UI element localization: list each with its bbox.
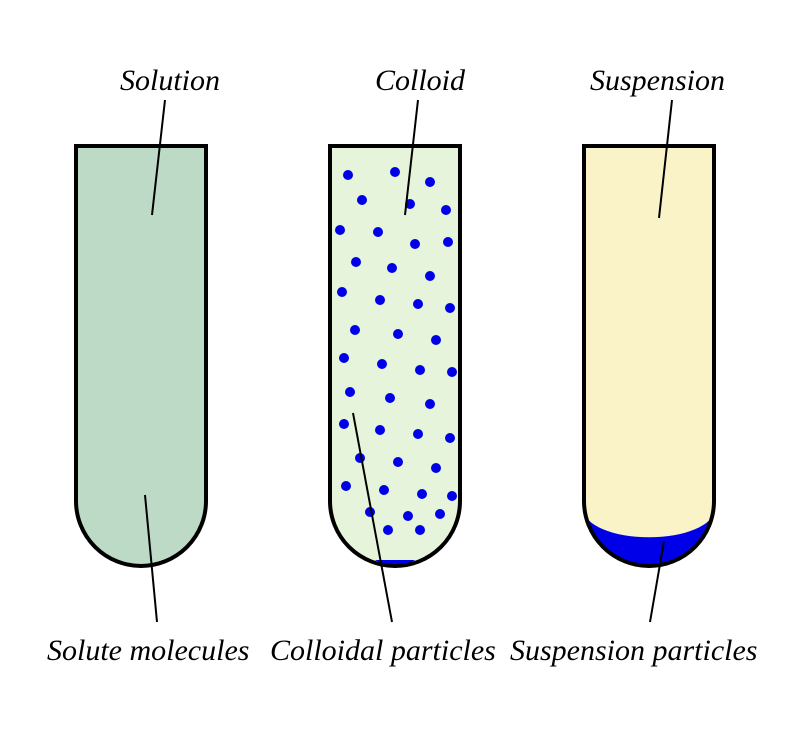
particle [443, 237, 453, 247]
particle [377, 359, 387, 369]
particle [435, 509, 445, 519]
particle [431, 335, 441, 345]
tube-colloid [330, 100, 460, 622]
particle [345, 387, 355, 397]
particle [351, 257, 361, 267]
particle [341, 481, 351, 491]
particle [445, 303, 455, 313]
particle [441, 205, 451, 215]
particle [413, 299, 423, 309]
particle [393, 457, 403, 467]
particle [337, 287, 347, 297]
label-top-colloid: Colloid [375, 64, 465, 98]
particle [410, 239, 420, 249]
particle [350, 325, 360, 335]
particle [417, 489, 427, 499]
label-component-colloid: Colloidal particles [270, 634, 496, 668]
particle [375, 425, 385, 435]
particle [339, 353, 349, 363]
particle [390, 167, 400, 177]
particle [383, 525, 393, 535]
particle [431, 463, 441, 473]
particle [343, 170, 353, 180]
particle [425, 271, 435, 281]
particle [339, 419, 349, 429]
particle [373, 227, 383, 237]
particle [447, 491, 457, 501]
label-component-suspension: Suspension particles [510, 634, 758, 668]
particle [387, 263, 397, 273]
particle [393, 329, 403, 339]
particle [413, 429, 423, 439]
tube-solution [76, 100, 206, 622]
particle [335, 225, 345, 235]
particle [415, 525, 425, 535]
diagram-canvas: Solution Solute molecules Colloid Colloidal… [0, 0, 800, 734]
tube-suspension [584, 100, 714, 622]
particle [447, 367, 457, 377]
particle [425, 177, 435, 187]
particle [403, 511, 413, 521]
particle [375, 295, 385, 305]
particle [445, 433, 455, 443]
particle [385, 393, 395, 403]
label-top-suspension: Suspension [590, 64, 725, 98]
diagram-svg [0, 0, 800, 734]
label-component-solution: Solute molecules [47, 634, 249, 668]
particle [415, 365, 425, 375]
particle [357, 195, 367, 205]
particle [379, 485, 389, 495]
label-top-solution: Solution [120, 64, 220, 98]
particle [425, 399, 435, 409]
